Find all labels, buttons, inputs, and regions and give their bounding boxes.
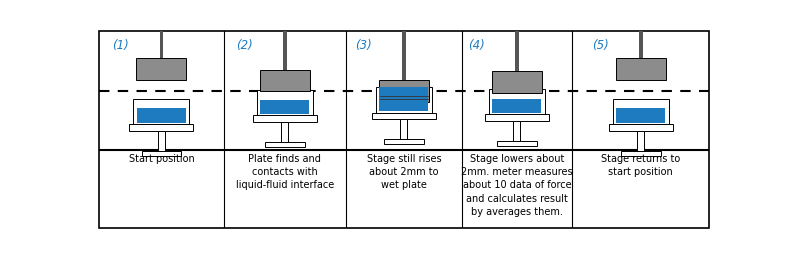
Text: Stage lowers about
2mm. meter measures
about 10 data of force
and calculates res: Stage lowers about 2mm. meter measures a…: [461, 154, 573, 217]
Bar: [142, 151, 181, 156]
Bar: [621, 151, 660, 156]
Text: Stage still rises
about 2mm to
wet plate: Stage still rises about 2mm to wet plate: [366, 154, 441, 190]
Bar: [497, 141, 537, 146]
Bar: [514, 121, 520, 141]
Bar: [159, 31, 163, 58]
Bar: [400, 119, 407, 139]
Text: (4): (4): [468, 39, 485, 52]
Bar: [257, 90, 313, 115]
Text: (1): (1): [113, 39, 129, 52]
Bar: [372, 113, 436, 120]
Bar: [639, 31, 643, 58]
Bar: [492, 99, 541, 113]
Bar: [380, 97, 429, 111]
Text: (5): (5): [592, 39, 608, 52]
Bar: [265, 142, 305, 147]
Bar: [489, 89, 545, 114]
Bar: [379, 80, 429, 102]
Bar: [616, 108, 665, 123]
Bar: [384, 139, 424, 144]
Bar: [136, 58, 187, 80]
Bar: [137, 108, 186, 123]
Bar: [609, 124, 673, 131]
Bar: [283, 31, 287, 70]
Bar: [133, 99, 189, 124]
Bar: [260, 100, 309, 114]
Bar: [380, 87, 429, 102]
Text: Plate finds and
contacts with
liquid-fluid interface: Plate finds and contacts with liquid-flu…: [236, 154, 334, 190]
Bar: [492, 71, 542, 93]
Bar: [637, 131, 644, 151]
Bar: [615, 58, 666, 80]
Bar: [260, 70, 310, 91]
Bar: [402, 31, 406, 80]
Bar: [129, 124, 194, 131]
Bar: [485, 114, 549, 121]
Bar: [515, 31, 519, 71]
Text: Stage returns to
start position: Stage returns to start position: [601, 154, 680, 177]
Bar: [613, 99, 669, 124]
Bar: [158, 131, 165, 151]
Bar: [253, 115, 317, 122]
Text: (3): (3): [355, 39, 372, 52]
Bar: [376, 87, 432, 113]
Bar: [281, 122, 288, 142]
Text: Start position: Start position: [128, 154, 195, 164]
Text: (2): (2): [236, 39, 253, 52]
